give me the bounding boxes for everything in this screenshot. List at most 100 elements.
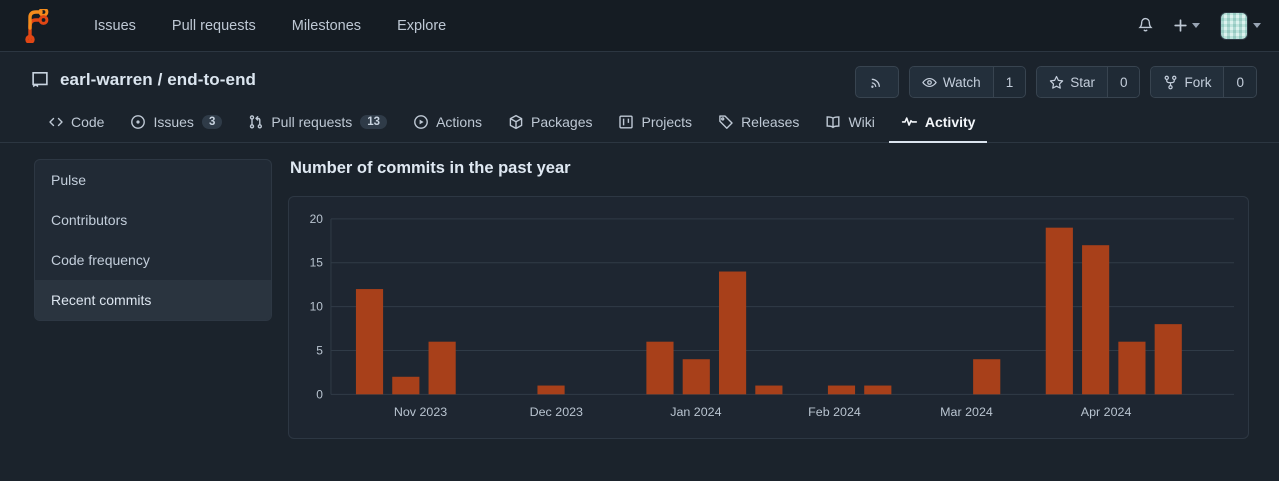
y-tick-label: 15 (310, 256, 324, 270)
activity-sidebar: Pulse Contributors Code frequency Recent… (34, 159, 272, 321)
x-tick-label: Feb 2024 (808, 405, 861, 419)
sidebar-item-code-frequency[interactable]: Code frequency (51, 252, 150, 268)
bar (355, 289, 384, 395)
fork-button-group: Fork 0 (1150, 66, 1257, 98)
play-icon (414, 115, 428, 129)
bar (827, 385, 856, 395)
tab-label: Activity (924, 113, 976, 130)
tab-releases[interactable]: Releases (706, 107, 811, 143)
y-tick-label: 10 (310, 300, 324, 314)
x-tick-label: Nov 2023 (394, 405, 447, 419)
forgejo-logo-icon[interactable] (22, 8, 52, 43)
nav-link-explore[interactable]: Explore (397, 17, 447, 34)
page-title[interactable]: earl-warren / end-to-end (60, 70, 257, 89)
y-tick-label: 5 (316, 343, 323, 357)
bar (973, 359, 1001, 395)
issue-icon (131, 115, 146, 129)
repository-icon (32, 71, 48, 88)
tab-label: Actions (436, 114, 482, 130)
watch-button[interactable]: Watch (909, 67, 993, 97)
main-column: Number of commits in the past year 0 5 10 1… (288, 159, 1249, 439)
activity-pulse-icon (901, 117, 917, 126)
bar (537, 385, 565, 395)
tag-icon (719, 115, 733, 129)
bar (718, 271, 747, 395)
y-tick-label: 0 (316, 387, 323, 401)
bar (864, 385, 892, 395)
x-tick-label: Apr 2024 (1081, 405, 1132, 419)
bar (1118, 341, 1146, 395)
x-tick-label: Jan 2024 (670, 405, 721, 419)
tab-wiki[interactable]: Wiki (813, 107, 886, 143)
chart-heading: Number of commits in the past year (290, 159, 571, 177)
plus-icon (1174, 19, 1187, 32)
fork-button[interactable]: Fork (1151, 67, 1224, 97)
fork-icon (1165, 75, 1177, 89)
tab-issues[interactable]: Issues 3 (118, 107, 234, 143)
nav-link-pull-requests[interactable]: Pull requests (171, 17, 256, 34)
notification-bell-icon[interactable] (1128, 9, 1162, 43)
tab-label: Releases (741, 114, 800, 130)
code-icon (49, 117, 63, 127)
bar (428, 341, 456, 395)
rss-feed-icon[interactable] (856, 67, 898, 97)
tab-pull-requests[interactable]: Pull requests 13 (236, 107, 399, 143)
bar (755, 385, 783, 395)
bar (1082, 245, 1110, 395)
rss-button-group (854, 66, 899, 98)
navbar-right-group (1128, 9, 1261, 43)
star-count[interactable]: 0 (1106, 67, 1140, 97)
sidebar-item-recent-commits[interactable]: Recent commits (35, 280, 271, 320)
recent-commits-bar-chart[interactable]: 0 5 10 15 20 Nov 2023 Dec 2023 Jan 2024 Feb 2024… (297, 207, 1240, 430)
watch-count[interactable]: 1 (992, 67, 1026, 97)
chevron-down-icon (1253, 23, 1261, 28)
bar (1045, 227, 1073, 395)
watch-button-group: Watch 1 (908, 66, 1027, 98)
pull-requests-count-badge: 13 (360, 115, 388, 129)
fork-count[interactable]: 0 (1223, 67, 1256, 97)
user-menu[interactable] (1220, 11, 1261, 40)
tab-label: Packages (531, 114, 593, 130)
create-new-menu[interactable] (1166, 17, 1206, 34)
recent-commits-chart-panel: 0 5 10 15 20 Nov 2023 Dec 2023 Jan 2024 Feb 2024… (288, 196, 1249, 439)
bar (646, 341, 674, 395)
tab-actions[interactable]: Actions (401, 107, 494, 143)
sidebar-item-pulse[interactable]: Pulse (51, 172, 87, 188)
x-tick-label: Mar 2024 (940, 405, 993, 419)
star-button-group: Star 0 (1036, 66, 1141, 98)
x-tick-label: Dec 2023 (530, 405, 583, 419)
repo-tabs: Code Issues 3 Pull requests 13 Actions P… (0, 98, 1279, 143)
top-navbar: Issues Pull requests Milestones Explore (0, 0, 1279, 52)
tab-activity[interactable]: Activity (888, 106, 988, 143)
star-icon (1050, 75, 1064, 89)
pull-request-icon (250, 115, 263, 129)
nav-link-issues[interactable]: Issues (94, 17, 136, 34)
issues-count-badge: 3 (201, 115, 223, 129)
tab-label: Issues (153, 114, 194, 130)
y-tick-label: 20 (310, 212, 324, 226)
tab-packages[interactable]: Packages (496, 107, 604, 143)
package-icon (509, 114, 523, 130)
watch-label: Watch (942, 74, 981, 90)
nav-link-milestones[interactable]: Milestones (291, 17, 362, 34)
sidebar-item-contributors[interactable]: Contributors (51, 212, 128, 228)
avatar (1220, 11, 1248, 40)
star-label: Star (1070, 74, 1095, 90)
book-icon (826, 116, 840, 129)
tab-projects[interactable]: Projects (606, 107, 704, 143)
tab-code[interactable]: Code (36, 107, 116, 143)
chevron-down-icon (1192, 23, 1200, 28)
page-content: Pulse Contributors Code frequency Recent… (0, 143, 1279, 439)
repo-title-wrap: earl-warren / end-to-end (30, 66, 256, 90)
tab-label: Projects (641, 114, 693, 130)
bar (392, 376, 420, 395)
tab-label: Pull requests (271, 114, 353, 130)
star-button[interactable]: Star (1037, 67, 1107, 97)
bar (682, 359, 710, 395)
tab-label: Wiki (848, 114, 875, 130)
eye-icon (922, 77, 937, 87)
project-icon (619, 115, 634, 129)
repo-header: earl-warren / end-to-end Watch 1 (0, 52, 1279, 98)
repo-actions: Watch 1 Star 0 Fork 0 (854, 66, 1257, 98)
tab-label: Code (71, 114, 105, 130)
